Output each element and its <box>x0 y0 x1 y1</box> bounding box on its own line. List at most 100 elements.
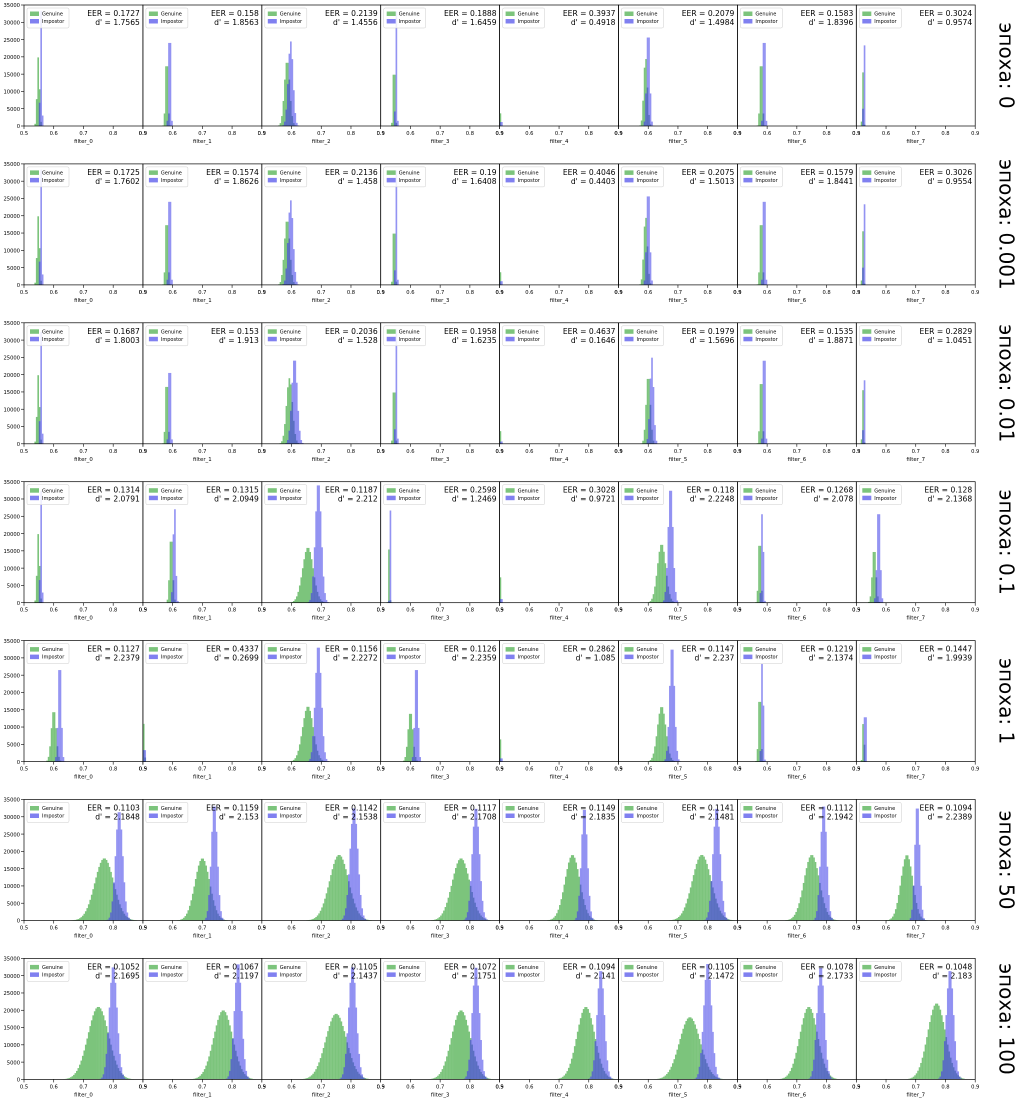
genuine-bar <box>437 1075 439 1080</box>
genuine-bar <box>685 1021 688 1080</box>
impostor-bar <box>655 440 658 444</box>
x-axis-label: filter_0 <box>74 139 93 145</box>
histogram-panel: 0.5 0.6 0.7 0.8 0.9filter_5GenuineImpostorEE… <box>614 481 742 622</box>
genuine-bar <box>163 272 166 285</box>
overlap-bar <box>218 916 221 921</box>
impostor-bar <box>40 331 42 444</box>
overlap-bar <box>168 113 170 126</box>
overlap-bar <box>361 917 364 921</box>
genuine-bar <box>935 1003 937 1080</box>
genuine-bar <box>301 727 304 762</box>
legend-label-impostor: Impostor <box>637 814 660 820</box>
genuine-bar <box>166 599 169 603</box>
genuine-bar <box>336 856 338 921</box>
legend-swatch-genuine <box>386 488 396 493</box>
genuine-bar <box>941 1015 943 1080</box>
overlap-bar <box>359 1075 362 1080</box>
eer-annotation: EER = 0.1268 <box>801 486 854 495</box>
overlap-bar <box>700 1053 702 1080</box>
genuine-bar <box>83 1050 86 1080</box>
x-tick-label: 0.9 <box>495 449 503 455</box>
genuine-bar <box>98 1006 100 1080</box>
genuine-bar <box>661 1077 664 1080</box>
overlap-bar <box>315 744 317 762</box>
legend-swatch-impostor <box>862 654 872 660</box>
eer-annotation: EER = 0.1187 <box>325 486 378 495</box>
eer-annotation: EER = 0.1052 <box>87 962 140 971</box>
overlap-bar <box>826 1071 829 1080</box>
x-tick-label: 0.7 <box>79 290 87 296</box>
overlap-bar <box>697 1074 699 1080</box>
genuine-bar <box>449 1044 451 1080</box>
dprime-annotation: d' = 2.2379 <box>95 654 140 663</box>
genuine-bar <box>576 1031 579 1080</box>
legend-swatch-genuine <box>624 806 634 811</box>
genuine-bar <box>214 1031 216 1080</box>
x-tick-label: 0.6 <box>406 290 414 296</box>
legend-swatch-genuine <box>267 647 277 652</box>
genuine-bar <box>789 919 792 921</box>
impostor-bar <box>923 918 925 921</box>
x-tick-label: 0.8 <box>109 449 117 455</box>
x-tick-label: 0.5 <box>852 767 860 773</box>
x-tick-label: 0.9 <box>495 767 503 773</box>
impostor-bar <box>669 490 671 603</box>
impostor-bar <box>110 982 112 1080</box>
overlap-bar <box>605 1073 607 1080</box>
impostor-bar <box>236 964 239 1080</box>
genuine-bar <box>34 441 37 444</box>
impostor-bar <box>171 279 173 285</box>
impostor-bar <box>762 705 765 762</box>
overlap-bar <box>466 1071 469 1080</box>
x-tick-label: 0.9 <box>971 926 979 932</box>
impostor-bar <box>123 882 126 921</box>
genuine-bar <box>566 1071 569 1080</box>
genuine-bar <box>860 760 863 762</box>
genuine-bar <box>796 908 799 921</box>
overlap-bar <box>40 280 42 285</box>
histogram-panel: 0.5 0.6 0.7 0.8 0.9filter_5GenuineImpostorEE… <box>614 640 742 781</box>
genuine-bar <box>96 1006 99 1080</box>
genuine-bar <box>672 1063 674 1080</box>
genuine-bar <box>165 66 167 126</box>
genuine-bar <box>728 919 731 921</box>
dprime-annotation: d' = 1.8441 <box>809 177 854 186</box>
genuine-bar <box>676 1049 679 1080</box>
x-tick-label: 0.7 <box>555 1084 563 1090</box>
genuine-bar <box>677 917 680 921</box>
y-tick-label: 10000 <box>3 90 20 96</box>
legend-swatch-impostor <box>862 19 872 24</box>
overlap-bar <box>142 750 145 762</box>
genuine-bar <box>287 387 289 444</box>
x-tick-label: 0.9 <box>614 767 622 773</box>
legend-swatch-impostor <box>30 813 39 818</box>
legend-swatch-genuine <box>386 329 396 334</box>
genuine-bar <box>306 706 309 762</box>
overlap-bar <box>762 431 765 444</box>
legend-swatch-impostor <box>862 336 872 342</box>
legend-swatch-genuine <box>743 964 753 970</box>
overlap-bar <box>957 1075 960 1080</box>
impostor-bar <box>322 576 325 603</box>
impostor-bar <box>918 844 921 921</box>
overlap-bar <box>664 759 667 762</box>
overlap-bar <box>413 746 416 762</box>
impostor-bar <box>481 900 484 921</box>
impostor-bar <box>673 685 676 762</box>
y-tick-label: 30000 <box>3 179 20 185</box>
genuine-bar <box>186 913 188 921</box>
impostor-bar <box>318 485 320 603</box>
impostor-bar <box>722 900 725 921</box>
histogram-panel: 0.5 0.6 0.7 0.8 0.9filter_3GenuineImpostorEE… <box>377 322 504 463</box>
genuine-bar <box>447 1050 450 1080</box>
x-tick-label: 0.8 <box>822 608 830 614</box>
histogram-panel: 0.5 0.6 0.7 0.8 0.9filter_7GenuineImpostorEE… <box>852 163 979 304</box>
impostor-bar <box>40 490 42 603</box>
impostor-bar <box>826 866 829 921</box>
impostor-bar <box>863 204 866 285</box>
genuine-bar <box>316 1066 319 1080</box>
